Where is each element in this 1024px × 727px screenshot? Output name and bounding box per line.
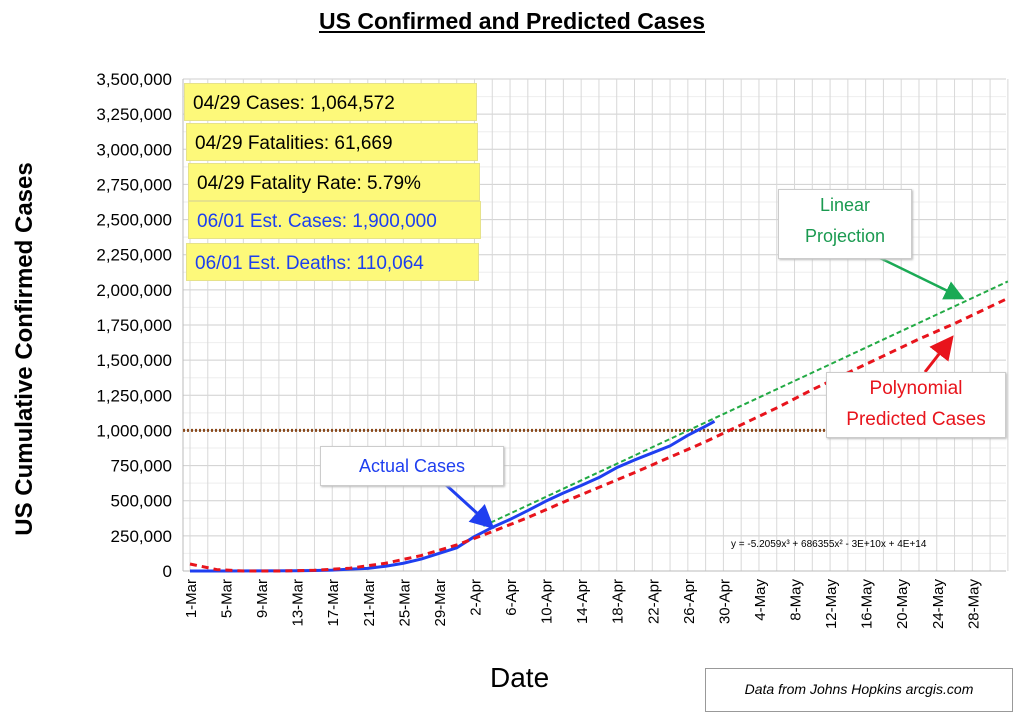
x-tick-label: 18-Apr — [610, 579, 627, 624]
y-tick-label: 0 — [163, 562, 172, 581]
y-tick-label: 2,500,000 — [96, 211, 172, 230]
x-tick-label: 16-May — [859, 579, 876, 630]
x-tick-label: 12-May — [823, 579, 840, 630]
y-tick-label: 3,000,000 — [96, 140, 172, 159]
linear-projection-callout: Linear Projection — [778, 189, 912, 259]
series-linear-projection — [482, 280, 1009, 527]
x-tick-label: 28-May — [965, 579, 982, 630]
y-axis-label: US Cumulative Confirmed Cases — [11, 162, 38, 536]
x-axis-label: Date — [490, 662, 550, 693]
x-tick-label: 22-Apr — [645, 579, 662, 624]
x-tick-label: 20-May — [894, 579, 911, 630]
x-tick-label: 5-Mar — [219, 579, 236, 618]
x-tick-label: 9-Mar — [254, 579, 271, 618]
y-tick-label: 2,000,000 — [96, 281, 172, 300]
x-tick-label: 13-Mar — [290, 579, 307, 627]
x-tick-label: 2-Apr — [467, 579, 484, 616]
x-tick-label: 26-Apr — [681, 579, 698, 624]
x-tick-label: 1-Mar — [183, 579, 200, 618]
y-tick-label: 3,500,000 — [96, 70, 172, 89]
trendline-equation: y = -5.2059x³ + 686355x² - 3E+10x + 4E+1… — [731, 539, 927, 550]
stat-fatality-rate: 04/29 Fatality Rate: 5.79% — [188, 163, 480, 201]
polynomial-arrow — [923, 335, 954, 373]
x-tick-label: 21-Mar — [361, 579, 378, 627]
series-actual-cases — [189, 420, 716, 573]
y-tick-label: 1,250,000 — [96, 386, 172, 405]
x-tick-label: 25-Mar — [396, 579, 413, 627]
stat-est-cases: 06/01 Est. Cases: 1,900,000 — [188, 201, 481, 239]
chart-title: US Confirmed and Predicted Cases — [319, 8, 705, 34]
y-tick-label: 500,000 — [111, 492, 172, 511]
data-source-note: Data from Johns Hopkins arcgis.com — [705, 668, 1013, 712]
y-tick-label: 750,000 — [111, 457, 172, 476]
x-tick-label: 8-May — [788, 579, 805, 621]
stat-fatalities: 04/29 Fatalities: 61,669 — [186, 123, 478, 161]
x-tick-label: 17-Mar — [325, 579, 342, 627]
poly-label-2: Predicted Cases — [846, 409, 986, 430]
x-tick-label: 4-May — [752, 579, 769, 621]
linear-projection-arrow — [879, 256, 965, 300]
polynomial-callout: Polynomial Predicted Cases — [826, 372, 1006, 438]
y-tick-label: 2,750,000 — [96, 175, 172, 194]
poly-label-1: Polynomial — [869, 378, 963, 399]
y-tick-label: 2,250,000 — [96, 246, 172, 265]
x-tick-label: 6-Apr — [503, 579, 520, 616]
y-tick-label: 1,750,000 — [96, 316, 172, 335]
x-tick-label: 14-Apr — [574, 579, 591, 624]
y-tick-label: 1,000,000 — [96, 421, 172, 440]
y-tick-label: 3,250,000 — [96, 105, 172, 124]
y-tick-label: 1,500,000 — [96, 351, 172, 370]
linear-label-1: Linear — [819, 195, 871, 215]
x-tick-label: 29-Mar — [432, 579, 449, 627]
stat-cases: 04/29 Cases: 1,064,572 — [184, 83, 477, 121]
linear-label-2: Projection — [804, 226, 886, 246]
y-tick-label: 250,000 — [111, 527, 172, 546]
stat-est-deaths: 06/01 Est. Deaths: 110,064 — [186, 243, 479, 281]
x-tick-label: 24-May — [930, 579, 947, 630]
actual-cases-arrow — [443, 482, 495, 530]
x-tick-label: 30-Apr — [716, 579, 733, 624]
actual-cases-callout: Actual Cases — [320, 446, 504, 486]
x-tick-label: 10-Apr — [539, 579, 556, 624]
